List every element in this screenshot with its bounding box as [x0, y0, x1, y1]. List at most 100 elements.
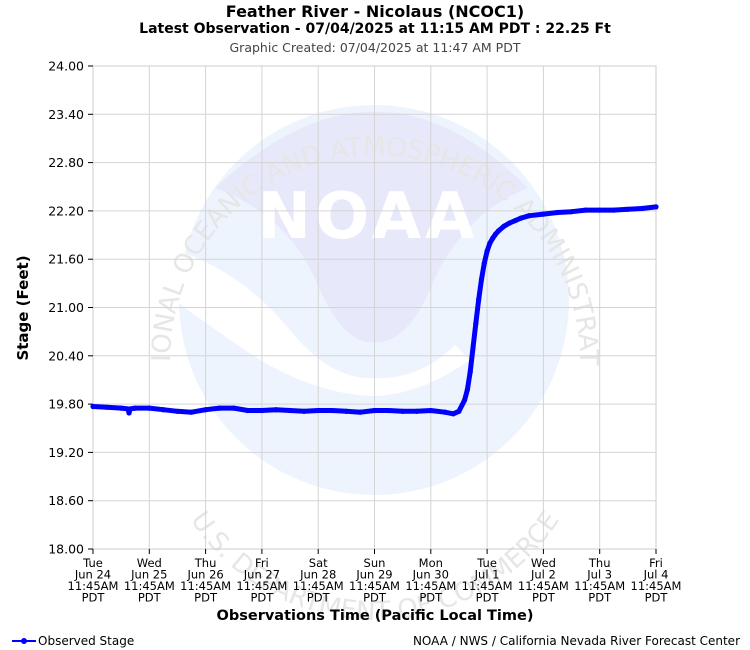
y-tick-label: 22.20	[48, 203, 84, 218]
observed-stage-point	[478, 276, 485, 282]
x-tick-time: 11:45AM	[405, 579, 456, 593]
x-tick-date: Jul 2	[530, 568, 556, 582]
x-tick-label: Sun Jun 29 11:45AM PDT	[349, 556, 400, 605]
observed-stage-point	[461, 397, 468, 403]
x-tick-day: Wed	[137, 556, 162, 570]
x-tick-day: Sat	[309, 556, 328, 570]
y-tick-label: 23.40	[48, 107, 84, 122]
x-tick-time: 11:45AM	[124, 579, 175, 593]
x-tick-date: Jul 3	[586, 568, 612, 582]
observed-stage-point	[301, 408, 307, 414]
x-tick-label: Tue Jul 1 11:45AM PDT	[462, 556, 513, 605]
observed-stage-point	[343, 408, 349, 414]
y-tick-label: 24.00	[48, 59, 84, 74]
observed-stage-point	[104, 404, 110, 410]
x-tick-date: Jun 25	[130, 568, 167, 582]
x-tick-date: Jun 27	[243, 568, 280, 582]
x-tick-label: Thu Jul 3 11:45AM PDT	[574, 556, 625, 605]
observed-stage-point	[639, 205, 645, 212]
y-tick-label: 19.80	[48, 397, 84, 412]
x-tick-time: 11:45AM	[293, 579, 344, 593]
x-tick-tz: PDT	[307, 591, 331, 605]
x-axis-label: Observations Time (Pacific Local Time)	[217, 608, 534, 624]
x-tick-tz: PDT	[138, 591, 162, 605]
x-tick-tz: PDT	[194, 591, 218, 605]
observed-stage-point	[90, 403, 96, 410]
x-tick-tz: PDT	[419, 591, 443, 605]
x-tick-time: 11:45AM	[236, 579, 287, 593]
observed-stage-point	[481, 260, 487, 266]
observed-stage-point	[259, 407, 265, 414]
x-tick-label: Fri Jun 27 11:45AM PDT	[236, 556, 287, 605]
observed-stage-point	[188, 409, 195, 415]
y-tick-label: 22.80	[48, 155, 84, 170]
observed-stage-point	[127, 406, 133, 412]
x-tick-tz: PDT	[588, 591, 612, 605]
observed-stage-point	[501, 223, 507, 229]
observed-stage-series	[90, 204, 659, 417]
observed-stage-point	[203, 407, 209, 413]
observed-stage-point	[315, 407, 321, 414]
x-tick-day: Sun	[364, 556, 386, 570]
observed-stage-point	[329, 407, 335, 414]
observed-stage-point	[414, 408, 420, 414]
observed-stage-point	[625, 206, 631, 212]
x-tick-day: Tue	[476, 556, 497, 570]
x-tick-tz: PDT	[250, 591, 274, 605]
observed-stage-point	[287, 407, 293, 414]
x-tick-date: Jun 30	[412, 568, 449, 582]
observed-stage-point	[428, 407, 434, 414]
y-tick-label: 18.60	[48, 493, 84, 508]
x-tick-date: Jun 28	[299, 568, 336, 582]
x-tick-label: Fri Jul 4 11:45AM PDT	[631, 556, 682, 605]
x-tick-date: Jul 4	[643, 568, 669, 582]
x-tick-tz: PDT	[476, 591, 500, 605]
observed-stage-point	[464, 387, 470, 393]
observed-stage-point	[611, 207, 617, 213]
x-tick-time: 11:45AM	[68, 579, 119, 593]
noaa-watermark: NOAA NATIONAL OCEANIC AND ATMOSPHERIC AD…	[0, 0, 603, 627]
observed-stage-point	[385, 407, 392, 414]
x-tick-day: Tue	[82, 556, 103, 570]
y-tick-label: 18.00	[48, 542, 84, 557]
x-tick-label: Tue Jun 24 11:45AM PDT	[68, 556, 119, 605]
x-tick-time: 11:45AM	[462, 579, 513, 593]
x-tick-label: Thu Jun 26 11:45AM PDT	[180, 556, 231, 605]
observed-stage-point	[231, 405, 237, 411]
x-tick-date: Jul 1	[474, 568, 500, 582]
observed-stage-point	[490, 235, 496, 241]
observed-stage-point	[476, 296, 482, 303]
x-tick-time: 11:45AM	[349, 579, 400, 593]
x-tick-day: Mon	[419, 556, 443, 570]
observed-stage-point	[273, 407, 279, 413]
observed-stage-point	[467, 369, 473, 375]
observed-stage-point	[245, 407, 251, 414]
x-tick-time: 11:45AM	[631, 579, 682, 593]
x-tick-tz: PDT	[645, 591, 669, 605]
x-tick-label: Sat Jun 28 11:45AM PDT	[293, 556, 344, 605]
x-tick-date: Jun 26	[186, 568, 223, 582]
observed-stage-point	[507, 220, 513, 226]
x-tick-day: Fri	[255, 556, 269, 570]
observed-stage-point	[174, 408, 181, 414]
observed-stage-point	[442, 409, 448, 415]
observed-stage-point	[470, 345, 476, 351]
observed-stage-point	[495, 228, 501, 234]
y-tick-labels: 18.00 18.60 19.20 19.80 20.40 21.00 21.60 22.20…	[48, 59, 93, 557]
x-tick-date: Jun 24	[74, 568, 111, 582]
y-tick-label: 21.00	[48, 300, 84, 315]
credit-text: NOAA / NWS / California Nevada River For…	[412, 634, 740, 648]
observed-stage-point	[487, 240, 493, 246]
x-tick-label: Wed Jun 25 11:45AM PDT	[124, 556, 175, 605]
x-tick-tz: PDT	[82, 591, 106, 605]
x-tick-day: Fri	[649, 556, 663, 570]
x-tick-time: 11:45AM	[518, 579, 569, 593]
observed-stage-point	[540, 211, 547, 217]
y-tick-label: 19.20	[48, 445, 84, 460]
x-tick-day: Thu	[194, 556, 217, 570]
x-tick-label: Mon Jun 30 11:45AM PDT	[405, 556, 456, 605]
observed-stage-point	[568, 209, 575, 215]
y-tick-label: 21.60	[48, 252, 84, 267]
